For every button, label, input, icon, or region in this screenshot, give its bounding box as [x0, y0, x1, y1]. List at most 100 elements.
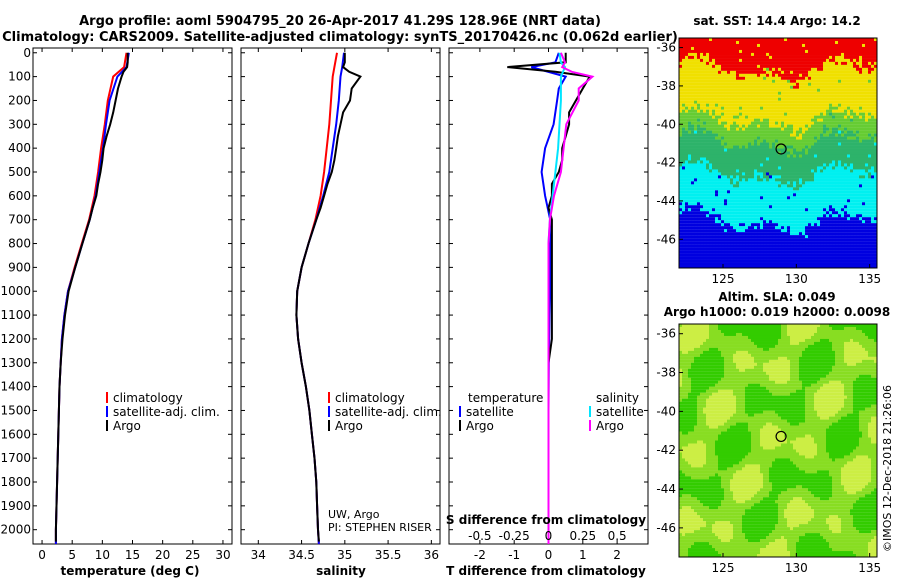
sst-cell	[727, 149, 730, 152]
sst-cell	[769, 119, 772, 122]
sst-cell	[760, 65, 763, 68]
sst-cell	[712, 59, 715, 62]
sst-cell	[844, 83, 847, 86]
sst-cell	[823, 202, 826, 205]
sst-cell	[838, 110, 841, 113]
sst-cell	[796, 202, 799, 205]
sst-cell	[859, 62, 862, 65]
sst-cell	[829, 211, 832, 214]
sst-cell	[745, 107, 748, 110]
sst-cell	[865, 205, 868, 208]
sst-cell	[838, 193, 841, 196]
sst-cell	[823, 226, 826, 229]
sst-cell	[724, 160, 727, 163]
sst-cell	[763, 163, 766, 166]
sst-cell	[742, 211, 745, 214]
sst-cell	[823, 110, 826, 113]
sst-cell	[853, 220, 856, 223]
sst-cell	[688, 184, 691, 187]
sst-cell	[790, 59, 793, 62]
sst-cell	[835, 131, 838, 134]
sst-cell	[847, 154, 850, 157]
sst-cell	[832, 125, 835, 128]
sst-cell	[694, 122, 697, 125]
sst-cell	[760, 116, 763, 119]
sst-cell	[856, 140, 859, 143]
sst-cell	[844, 169, 847, 172]
sst-cell	[838, 83, 841, 86]
sst-cell	[751, 41, 754, 44]
sst-cell	[817, 190, 820, 193]
sst-cell	[823, 83, 826, 86]
sst-cell	[799, 154, 802, 157]
sst-cell	[703, 56, 706, 59]
sst-cell	[706, 128, 709, 131]
sst-cell	[763, 92, 766, 95]
sst-cell	[868, 53, 871, 56]
sst-cell	[871, 140, 874, 143]
sst-cell	[769, 104, 772, 107]
sst-cell	[763, 56, 766, 59]
sst-cell	[847, 95, 850, 98]
sst-cell	[730, 214, 733, 217]
sst-cell	[850, 160, 853, 163]
sst-cell	[721, 172, 724, 175]
sst-cell	[871, 101, 874, 104]
sst-cell	[700, 41, 703, 44]
sst-cell	[811, 143, 814, 146]
sst-cell	[736, 181, 739, 184]
sst-cell	[757, 169, 760, 172]
sst-cell	[802, 149, 805, 152]
sst-cell	[760, 113, 763, 116]
sst-cell	[823, 62, 826, 65]
sst-cell	[829, 125, 832, 128]
sst-cell	[742, 53, 745, 56]
sst-cell	[730, 101, 733, 104]
sst-cell	[868, 149, 871, 152]
sst-cell	[814, 44, 817, 47]
sst-cell	[742, 244, 745, 247]
sst-cell	[787, 235, 790, 238]
sst-cell	[685, 83, 688, 86]
sst-cell	[817, 232, 820, 235]
sst-cell	[727, 178, 730, 181]
sst-cell	[811, 232, 814, 235]
sst-cell	[847, 178, 850, 181]
sst-cell	[862, 187, 865, 190]
sst-cell	[868, 196, 871, 199]
sst-cell	[751, 154, 754, 157]
sst-cell	[694, 175, 697, 178]
sst-cell	[820, 83, 823, 86]
sst-cell	[841, 110, 844, 113]
depth-tick-label: 2000	[0, 523, 31, 537]
sst-cell	[778, 238, 781, 241]
sst-cell	[760, 238, 763, 241]
sst-cell	[832, 220, 835, 223]
sst-cell	[697, 77, 700, 80]
sst-cell	[784, 44, 787, 47]
sst-cell	[700, 74, 703, 77]
sst-cell	[742, 110, 745, 113]
sst-cell	[757, 196, 760, 199]
sst-cell	[856, 41, 859, 44]
sst-cell	[715, 169, 718, 172]
sst-cell	[784, 89, 787, 92]
sst-cell	[805, 146, 808, 149]
sst-cell	[736, 184, 739, 187]
sst-cell	[757, 238, 760, 241]
sst-cell	[748, 107, 751, 110]
sst-cell	[709, 166, 712, 169]
sst-cell	[832, 143, 835, 146]
sst-cell	[763, 166, 766, 169]
sst-cell	[802, 119, 805, 122]
sst-cell	[736, 172, 739, 175]
sst-cell	[769, 122, 772, 125]
sst-cell	[709, 181, 712, 184]
sst-cell	[763, 160, 766, 163]
sst-cell	[697, 71, 700, 74]
title-line-2: Climatology: CARS2009. Satellite-adjuste…	[2, 30, 678, 45]
sst-cell	[730, 68, 733, 71]
sst-cell	[862, 62, 865, 65]
sst-cell	[706, 59, 709, 62]
sst-cell	[697, 110, 700, 113]
